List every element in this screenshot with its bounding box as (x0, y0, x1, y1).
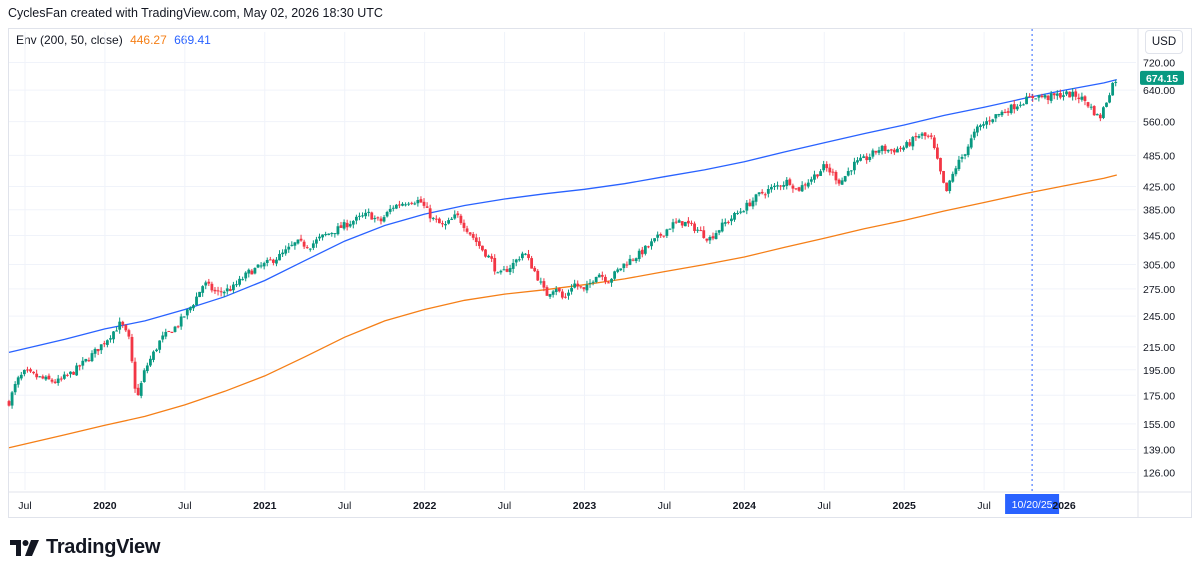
brand-footer[interactable]: TradingView (10, 536, 160, 559)
brand-name: TradingView (46, 536, 161, 558)
indicator-upper-value: 669.41 (174, 33, 211, 47)
chart-area[interactable] (8, 28, 1192, 518)
indicator-legend[interactable]: Env (200, 50, close) 446.27 669.41 (16, 33, 215, 47)
currency-button[interactable]: USD (1145, 30, 1183, 54)
indicator-name: Env (200, 50, close) (16, 33, 123, 47)
tradingview-logo-icon (10, 539, 39, 556)
chart-caption: CyclesFan created with TradingView.com, … (8, 6, 383, 20)
indicator-lower-value: 446.27 (130, 33, 167, 47)
